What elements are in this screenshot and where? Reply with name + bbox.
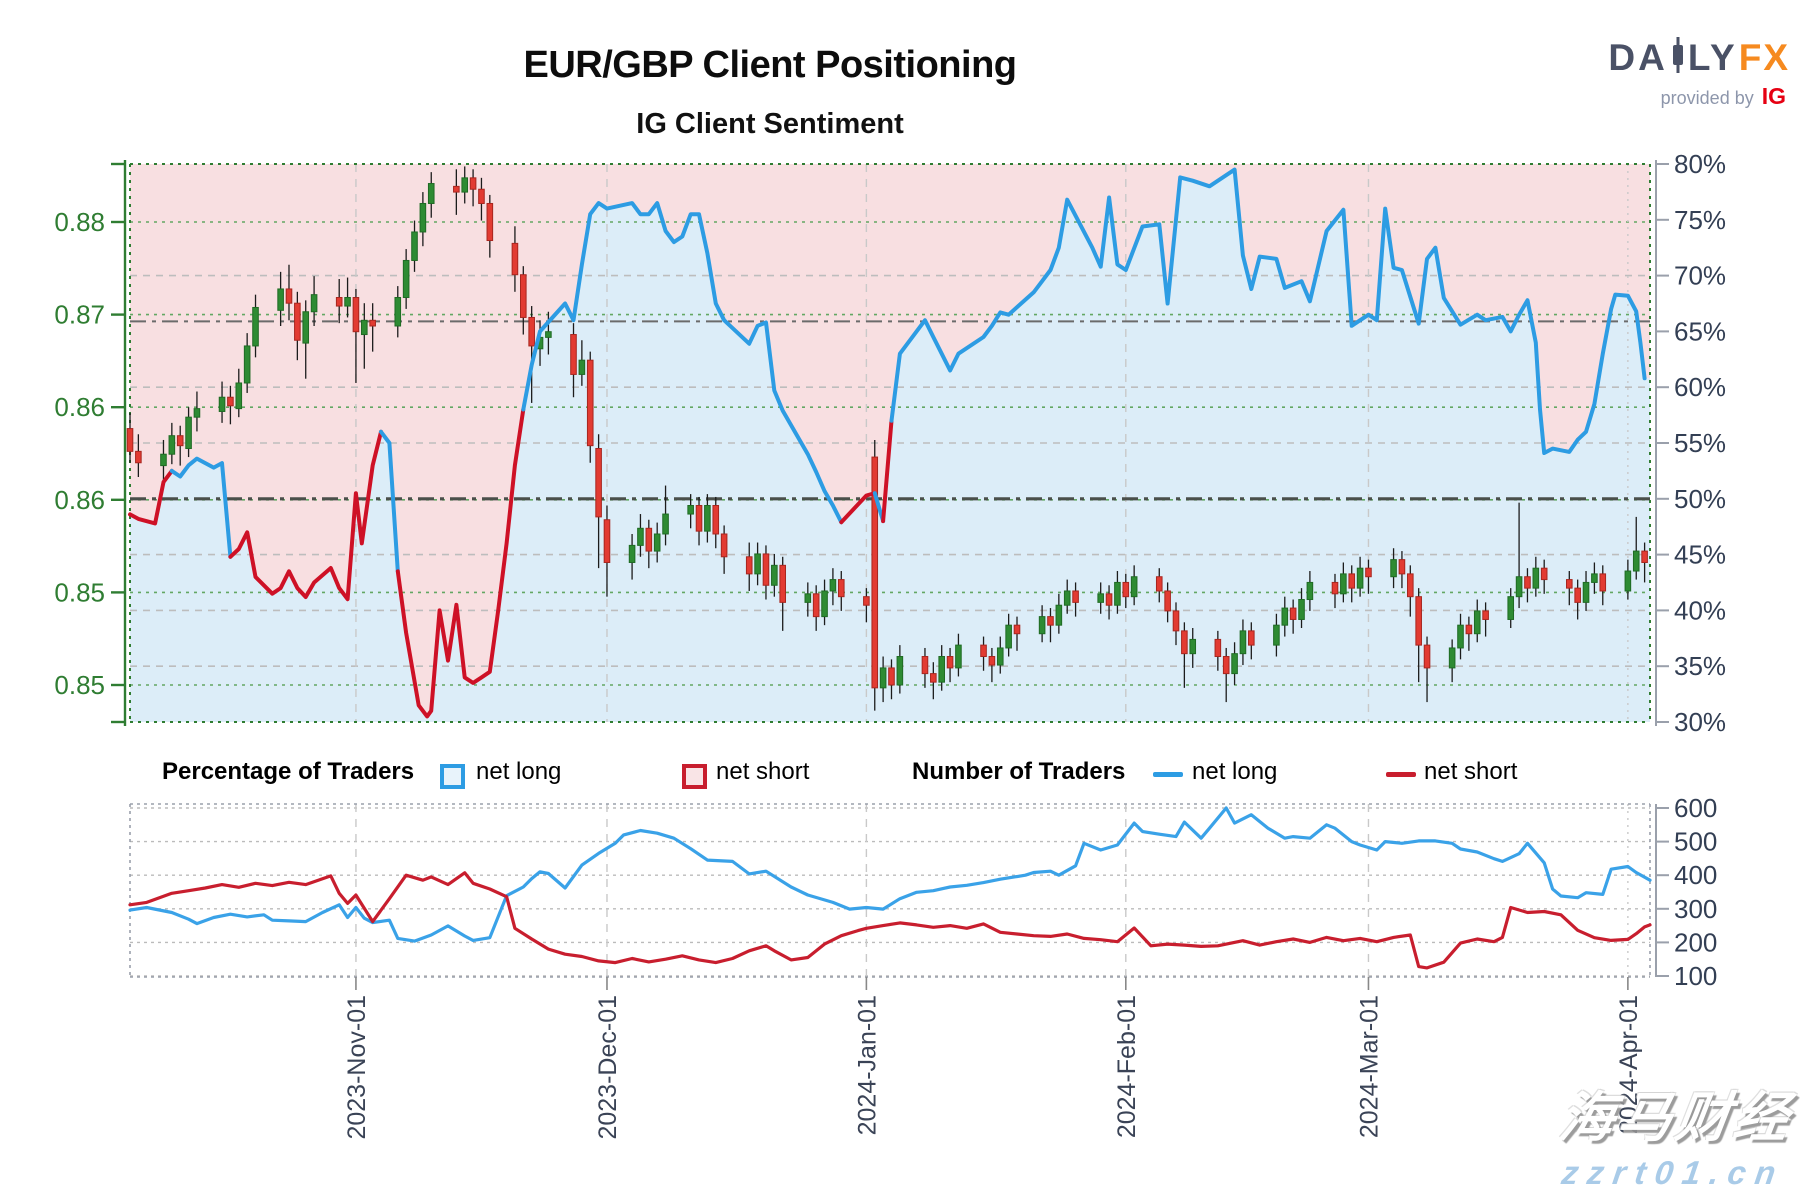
percent-axis-label: 65%	[1674, 316, 1726, 346]
percent-axis-label: 30%	[1674, 707, 1726, 737]
price-axis-label: 0.85	[54, 670, 105, 700]
traders-line-net-long	[128, 806, 1652, 943]
price-axis-label: 0.85	[54, 577, 105, 607]
chart-subtitle: IG Client Sentiment	[636, 108, 904, 140]
legend-group-number: Number of Traders	[912, 758, 1126, 785]
percent-axis-label: 80%	[1674, 149, 1726, 179]
provided-by-label: provided by	[1660, 88, 1754, 108]
page-title: EUR/GBP Client Positioning	[523, 44, 1018, 86]
ig-logo: IG	[1761, 83, 1786, 109]
legend: Percentage of Traders net long net short…	[0, 758, 1800, 796]
traders-axis-label: 200	[1674, 927, 1717, 957]
legend-group-percentage: Percentage of Traders	[162, 758, 415, 785]
date-axis-label: 2023-Nov-01	[343, 995, 371, 1140]
traders-axis-label: 600	[1674, 793, 1717, 823]
percent-axis-label: 75%	[1674, 205, 1726, 235]
percent-axis: 80% 75% 70% 65% 60% 55% 50% 45% 40% 35% 30%	[1655, 149, 1726, 737]
legend-label-num-net-long: net long	[1192, 758, 1278, 785]
price-axis-label: 0.87	[54, 300, 105, 330]
percent-axis-label: 35%	[1674, 651, 1726, 681]
date-axis-label: 2024-Apr-01	[1615, 995, 1643, 1134]
traders-axis-label: 100	[1674, 961, 1717, 991]
traders-line-net-short	[128, 871, 1652, 970]
candlestick-series	[126, 166, 1648, 711]
candlestick-icon	[1671, 36, 1685, 79]
dailyfx-logo: DA LY FX provided by IG	[1520, 36, 1790, 110]
legend-label-pct-net-short: net short	[716, 758, 810, 785]
traders-axis-label: 500	[1674, 827, 1717, 857]
logo-text-ly: LY	[1687, 36, 1738, 78]
watermark: 海马财经 zzrt01.cn	[1550, 1073, 1799, 1192]
legend-label-pct-net-long: net long	[476, 758, 562, 785]
percent-axis-label: 60%	[1674, 372, 1726, 402]
percent-axis-label: 70%	[1674, 261, 1726, 291]
date-axis-label: 2023-Dec-01	[594, 995, 622, 1140]
price-axis-label: 0.88	[54, 207, 105, 237]
traders-axis-label: 300	[1674, 894, 1717, 924]
price-axis-label: 0.86	[54, 392, 105, 422]
watermark-url: zzrt01.cn	[1559, 1154, 1787, 1191]
date-axis-label: 2024-Mar-01	[1355, 995, 1383, 1138]
traders-axis-label: 400	[1674, 860, 1717, 890]
price-axis: 0.88 0.87 0.86 0.86 0.85 0.85	[54, 160, 127, 726]
percent-axis-label: 55%	[1674, 428, 1726, 458]
legend-swatch-pct-net-long	[440, 764, 465, 789]
price-axis-label: 0.86	[54, 485, 105, 515]
percent-axis-label: 50%	[1674, 484, 1726, 514]
legend-line-num-net-long	[1153, 772, 1183, 777]
logo-text-da: DA	[1608, 36, 1668, 78]
watermark-name: 海马财经	[1555, 1088, 1797, 1148]
date-axis-label: 2024-Jan-01	[853, 995, 881, 1135]
sentiment-line	[128, 167, 1647, 719]
date-axis: 2023-Nov-01 2023-Dec-01 2024-Jan-01 2024-Fe…	[343, 977, 1643, 1140]
date-axis-label: 2024-Feb-01	[1113, 995, 1141, 1138]
legend-line-num-net-short	[1386, 772, 1416, 777]
legend-label-num-net-short: net short	[1424, 758, 1518, 785]
percent-axis-label: 45%	[1674, 540, 1726, 570]
legend-swatch-pct-net-short	[682, 764, 707, 789]
percent-axis-label: 40%	[1674, 595, 1726, 625]
logo-text-fx: FX	[1738, 36, 1790, 78]
